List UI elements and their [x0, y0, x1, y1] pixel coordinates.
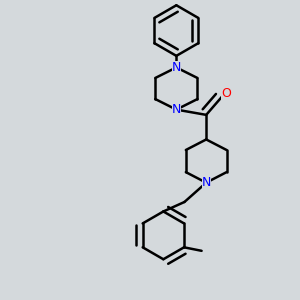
Text: N: N	[172, 61, 181, 74]
Text: N: N	[172, 103, 181, 116]
Text: O: O	[221, 87, 231, 100]
Text: N: N	[202, 176, 211, 189]
